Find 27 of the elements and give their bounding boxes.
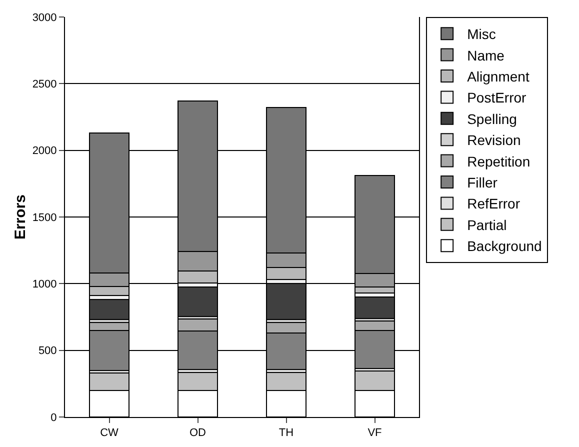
- y-tick-label: 1500: [32, 212, 57, 224]
- y-tick-label: 2500: [32, 78, 57, 91]
- legend-label: RefError: [467, 196, 520, 212]
- y-axis-title: Errors: [12, 194, 29, 240]
- y-tick-label: 3000: [32, 12, 57, 24]
- bar: [88, 299, 130, 320]
- x-tick-label: VF: [368, 427, 382, 440]
- x-tick-label: CW: [100, 427, 120, 440]
- bar: [177, 286, 218, 317]
- bar: [266, 283, 307, 320]
- bar: [354, 296, 396, 319]
- legend-label: Partial: [467, 216, 507, 233]
- legend-label: Misc: [467, 26, 496, 42]
- legend-label: PostError: [467, 90, 527, 106]
- legend-label: Filler: [467, 174, 498, 190]
- x-tick-label: OD: [190, 427, 206, 440]
- legend-label: Repetition: [467, 153, 530, 170]
- legend-label: Alignment: [467, 68, 530, 84]
- x-tick-label: TH: [278, 427, 294, 440]
- y-tick-label: 500: [38, 345, 57, 358]
- y-tick-label: 1000: [32, 278, 57, 291]
- legend-label: Background: [467, 238, 542, 254]
- y-tick-label: 2000: [32, 145, 57, 158]
- legend-label: Revision: [467, 132, 521, 148]
- legend-label: Spelling: [467, 110, 517, 127]
- y-tick-label: 0: [50, 412, 57, 424]
- legend-label: Name: [467, 47, 505, 64]
